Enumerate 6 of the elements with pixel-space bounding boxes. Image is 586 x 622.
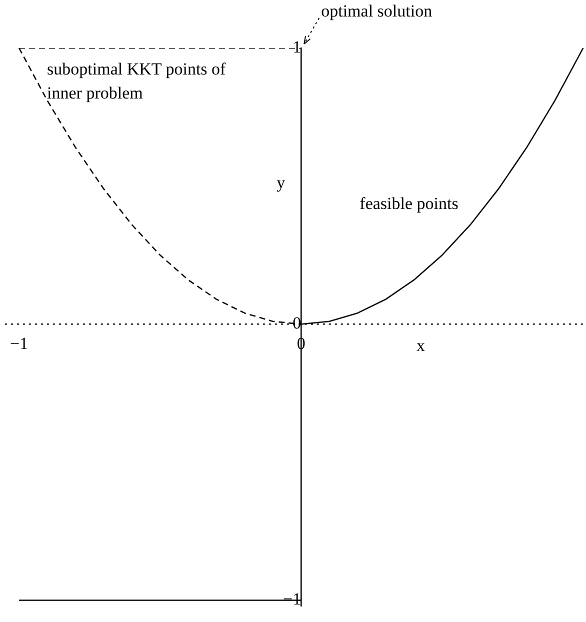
x-axis-title: x [416, 336, 426, 356]
annotation: optimal solution [321, 1, 433, 20]
annotation: suboptimal KKT points of inner problem [47, 59, 226, 102]
y-tick-label: 1 [292, 37, 302, 56]
annotation: feasible points [360, 194, 458, 214]
y-axis-title: y [276, 172, 286, 192]
